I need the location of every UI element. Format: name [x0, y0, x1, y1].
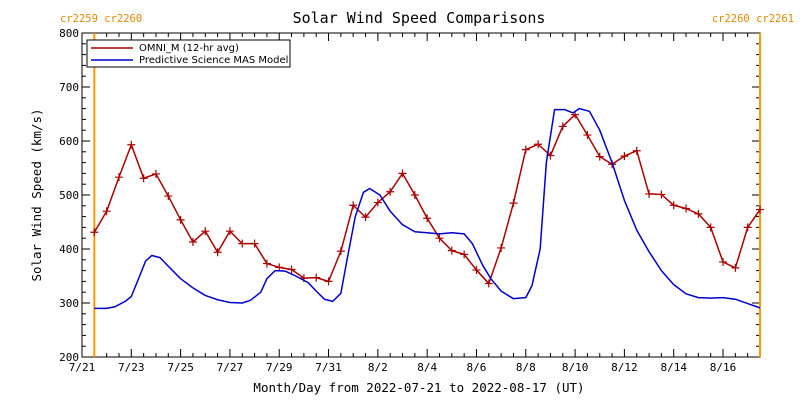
data-point-omni: [521, 145, 530, 154]
data-point-omni: [595, 152, 604, 161]
y-tick-label: 800: [59, 27, 79, 40]
data-point-omni: [349, 201, 358, 210]
legend-entry-mas: Predictive Science MAS Model: [139, 55, 288, 66]
data-point-omni: [632, 146, 641, 155]
y-tick-label: 200: [59, 351, 79, 364]
data-point-omni: [336, 247, 345, 256]
legend-entry-omni: OMNI_M (12-hr avg): [139, 43, 239, 54]
data-point-omni: [373, 198, 382, 207]
data-point-omni: [114, 173, 123, 182]
data-point-omni: [275, 263, 284, 272]
data-point-omni: [731, 263, 740, 272]
y-tick-label: 500: [59, 189, 79, 202]
carrington-markers: cr2259 cr2260 cr2260 cr2261: [60, 13, 794, 357]
data-point-omni: [423, 214, 432, 223]
data-point-omni: [139, 174, 148, 183]
data-point-omni: [324, 277, 333, 286]
data-point-omni: [151, 169, 160, 178]
data-point-omni: [694, 209, 703, 218]
data-point-omni: [312, 273, 321, 282]
x-tick-label: 7/21: [69, 361, 96, 374]
x-tick-label: 8/10: [562, 361, 589, 374]
data-point-omni: [398, 169, 407, 178]
data-point-omni: [645, 189, 654, 198]
x-tick-label: 7/27: [217, 361, 244, 374]
data-point-omni: [719, 257, 728, 266]
x-tick-label: 8/2: [368, 361, 388, 374]
x-tick-label: 8/12: [611, 361, 638, 374]
data-point-omni: [534, 140, 543, 149]
data-point-omni: [90, 228, 99, 237]
x-tick-label: 8/4: [417, 361, 437, 374]
legend-box: [86, 39, 291, 68]
data-point-omni: [583, 131, 592, 140]
y-tick-label: 300: [59, 297, 79, 310]
data-point-omni: [558, 122, 567, 131]
x-tick-label: 8/6: [467, 361, 487, 374]
data-point-omni: [706, 223, 715, 232]
x-tick-label: 8/14: [660, 361, 687, 374]
data-point-omni: [361, 213, 370, 222]
x-tick-label: 7/31: [315, 361, 342, 374]
data-point-omni: [460, 250, 469, 259]
axes: 200 300 400 500 600 700 800 7/21 7/23 7/25 7/27 7/2…: [59, 27, 761, 374]
x-tick-label: 7/25: [167, 361, 194, 374]
data-point-omni: [743, 223, 752, 232]
y-tick-label: 400: [59, 243, 79, 256]
y-tick-label: 700: [59, 81, 79, 94]
series-line-omni: [93, 113, 761, 285]
carrington-marker-label: cr2259 cr2260: [60, 13, 142, 25]
data-point-omni: [238, 239, 247, 248]
data-point-omni: [682, 204, 691, 213]
data-point-omni: [287, 265, 296, 274]
chart-title: Solar Wind Speed Comparisons: [293, 9, 546, 27]
y-axis-label: Solar Wind Speed (km/s): [29, 108, 44, 281]
data-point-omni: [756, 205, 764, 214]
data-point-omni: [201, 227, 210, 236]
data-point-omni: [472, 266, 481, 275]
x-axis-label: Month/Day from 2022-07-21 to 2022-08-17 …: [253, 380, 584, 395]
legend: OMNI_M (12-hr avg) Predictive Science MA…: [86, 39, 291, 68]
data-point-omni: [262, 259, 271, 268]
data-point-omni: [669, 201, 678, 210]
data-point-omni: [620, 152, 629, 161]
data-point-omni: [497, 243, 506, 252]
series-line-mas: [94, 107, 761, 310]
data-point-omni: [435, 234, 444, 243]
x-tick-label: 7/29: [266, 361, 293, 374]
data-point-omni: [484, 279, 493, 288]
data-point-omni: [164, 192, 173, 201]
data-point-omni: [447, 246, 456, 255]
data-point-omni: [102, 207, 111, 216]
data-point-omni: [176, 215, 185, 224]
data-point-omni: [250, 239, 259, 248]
carrington-marker-label: cr2260 cr2261: [712, 13, 794, 25]
data-point-omni: [657, 190, 666, 199]
data-point-omni: [213, 248, 222, 257]
data-point-omni: [386, 187, 395, 196]
x-tick-label: 8/16: [710, 361, 737, 374]
data-point-omni: [509, 199, 518, 208]
x-tick-label: 7/23: [118, 361, 145, 374]
data-point-omni: [127, 140, 136, 149]
y-tick-label: 600: [59, 135, 79, 148]
series-layer: [90, 107, 764, 310]
data-point-omni: [188, 237, 197, 246]
data-point-omni: [410, 191, 419, 199]
x-tick-label: 8/8: [516, 361, 536, 374]
data-point-omni: [225, 227, 234, 236]
